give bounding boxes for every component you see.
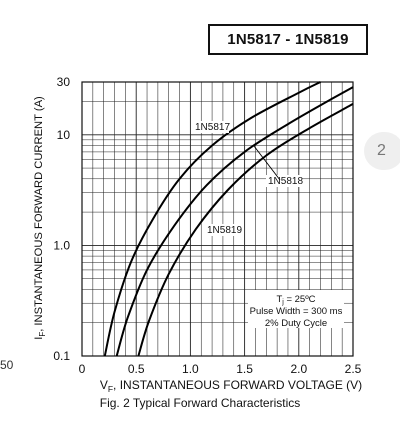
series-label-backdrop	[266, 175, 302, 187]
figure-caption: Fig. 2 Typical Forward Characteristics	[99, 396, 301, 410]
y-tick-label: 10	[57, 128, 71, 142]
y-tick-label: 1.0	[53, 238, 70, 252]
stray-page-text: 50	[0, 358, 14, 372]
page-number: 2	[377, 142, 386, 159]
chart-grid	[82, 82, 353, 356]
condition-temperature: Tj = 25ºC	[276, 294, 315, 306]
x-axis-label: VF, INSTANTANEOUS FORWARD VOLTAGE (V)	[100, 378, 362, 394]
series-line-1n5819	[137, 103, 354, 357]
condition-pulse-width: Pulse Width = 300 ms	[250, 306, 343, 317]
y-axis-label: IF, INSTANTANEOUS FORWARD CURRENT (A)	[33, 96, 47, 340]
series-line-1n5817	[103, 81, 321, 357]
x-tick-label: 0	[79, 362, 86, 376]
series-label-1n5818: 1N5818	[268, 176, 303, 187]
chart-curves: 1N5817 1N5818 1N5819	[103, 81, 354, 357]
x-tick-label: 2.0	[290, 362, 307, 376]
part-number-title: 1N5817 - 1N5819	[227, 31, 349, 48]
series-label-1n5819: 1N5819	[207, 225, 242, 236]
x-tick-label: 1.0	[182, 362, 199, 376]
part-number-box: 1N5817 - 1N5819	[208, 24, 368, 55]
plot-frame	[81, 81, 354, 357]
x-tick-label: 1.5	[236, 362, 253, 376]
series-line-1n5818	[115, 86, 354, 357]
series-label-1n5817: 1N5817	[195, 122, 230, 133]
conditions-backdrop	[248, 290, 344, 328]
page-number-tab[interactable]: 2	[364, 132, 400, 170]
series-label-backdrop	[205, 224, 241, 236]
series-label-leader	[253, 145, 281, 181]
x-tick-label: 0.5	[128, 362, 145, 376]
x-tick-label: 2.5	[345, 362, 362, 376]
y-tick-label: 30	[57, 75, 71, 89]
series-label-backdrop	[193, 121, 229, 133]
tick-labels: 0 0.5 1.0 1.5 2.0 2.5 30 10 1.0 0.1	[53, 75, 361, 376]
condition-duty-cycle: 2% Duty Cycle	[265, 318, 327, 329]
y-tick-label: 0.1	[53, 349, 70, 363]
